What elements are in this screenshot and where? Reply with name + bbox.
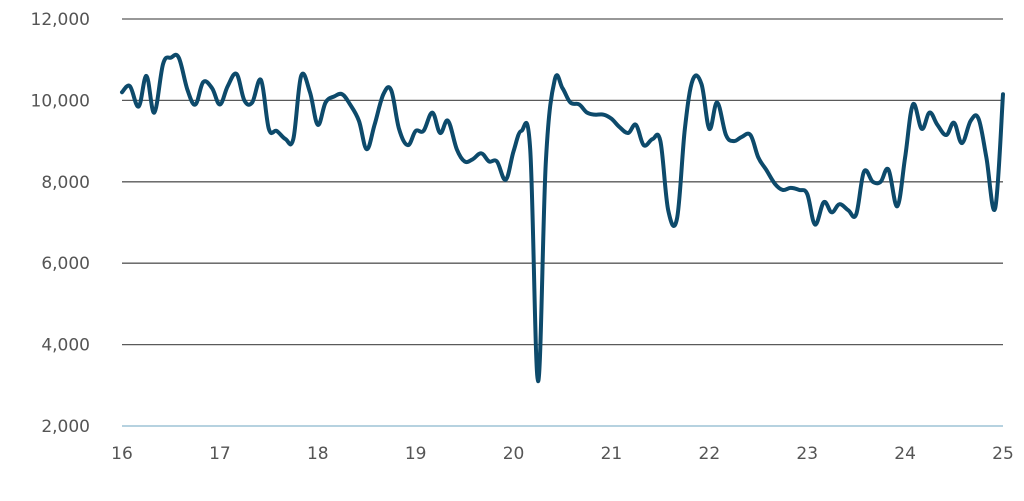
x-tick-label: 20 xyxy=(503,444,525,464)
y-tick-label: 10,000 xyxy=(31,91,90,111)
x-tick-label: 18 xyxy=(307,444,329,464)
y-tick-label: 12,000 xyxy=(31,10,90,30)
y-tick-label: 6,000 xyxy=(41,254,90,274)
x-tick-labels: 16 17 18 19 20 21 22 23 24 25 xyxy=(111,444,1014,464)
grid-layer xyxy=(122,18,1003,346)
x-tick-label: 25 xyxy=(992,444,1014,464)
x-tick-label: 17 xyxy=(209,444,231,464)
series-layer xyxy=(120,52,1005,384)
series-line-0 xyxy=(120,52,1005,384)
y-tick-labels: 2,000 4,000 6,000 8,000 10,000 12,000 xyxy=(31,10,90,437)
y-tick-label: 8,000 xyxy=(41,173,90,193)
x-tick-label: 22 xyxy=(699,444,721,464)
x-tick-label: 24 xyxy=(894,444,916,464)
y-tick-label: 4,000 xyxy=(41,336,90,356)
y-tick-label: 2,000 xyxy=(41,417,90,437)
x-tick-label: 16 xyxy=(111,444,133,464)
x-tick-label: 23 xyxy=(796,444,818,464)
x-tick-label: 21 xyxy=(601,444,623,464)
x-tick-label: 19 xyxy=(405,444,427,464)
